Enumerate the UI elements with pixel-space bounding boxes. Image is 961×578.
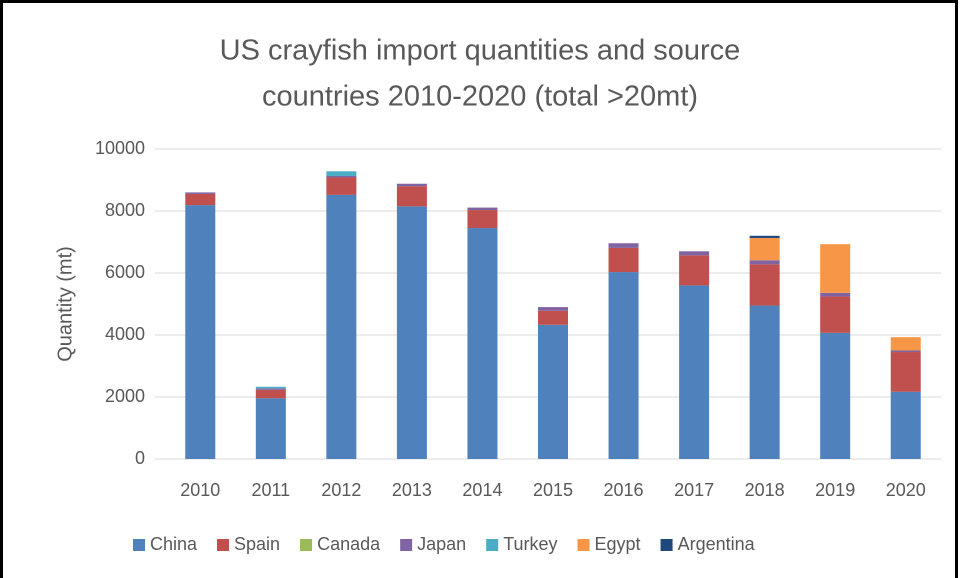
x-tick-label: 2010 — [180, 480, 220, 500]
y-tick-label: 8000 — [105, 200, 145, 220]
bar-segment — [749, 264, 780, 306]
bar-segment — [749, 260, 780, 265]
bar-segment — [820, 244, 851, 293]
legend-label: Spain — [234, 534, 280, 554]
bar-segment — [749, 305, 780, 459]
y-tick-label: 2000 — [105, 386, 145, 406]
legend-swatch — [577, 539, 590, 551]
bar-segment — [538, 324, 568, 459]
x-tick-label: 2015 — [533, 480, 573, 500]
chart-title: US crayfish import quantities and source — [220, 35, 741, 67]
bar-segment — [608, 243, 639, 248]
bar-segment — [185, 192, 216, 194]
legend-label: Turkey — [503, 534, 557, 554]
bar-segment — [820, 332, 851, 459]
x-tick-label: 2011 — [251, 480, 290, 500]
legend-label: Argentina — [678, 534, 756, 554]
y-tick-label: 0 — [135, 448, 145, 468]
x-tick-label: 2014 — [462, 480, 502, 500]
legend-swatch — [660, 539, 673, 551]
bar-segment — [890, 352, 921, 392]
bar-segment — [890, 337, 921, 351]
bar-segment — [326, 194, 357, 459]
bar-segment — [538, 307, 568, 311]
bar-segment — [185, 193, 216, 206]
y-tick-label: 4000 — [105, 324, 145, 344]
legend-swatch — [217, 539, 230, 551]
legend-label: Japan — [417, 534, 466, 554]
bar-segment — [326, 175, 357, 178]
bar-segment — [255, 386, 286, 389]
bar-segment — [890, 350, 921, 353]
bar-segment — [255, 398, 286, 459]
bar-segment — [185, 205, 216, 459]
x-tick-label: 2012 — [321, 480, 361, 500]
bar-segment — [396, 183, 427, 187]
legend-label: Egypt — [595, 534, 641, 554]
bar-segment — [326, 177, 357, 195]
x-tick-label: 2017 — [674, 480, 714, 500]
bar-segment — [255, 388, 286, 390]
legend-label: China — [150, 534, 198, 554]
y-tick-label: 6000 — [105, 262, 145, 282]
x-tick-label: 2013 — [392, 480, 432, 500]
legend-swatch — [300, 539, 313, 551]
bar-segment — [538, 310, 568, 325]
bar-segment — [467, 210, 498, 229]
x-tick-label: 2020 — [886, 480, 926, 500]
bar-segment — [255, 389, 286, 399]
bar-segment — [749, 237, 780, 261]
x-tick-label: 2018 — [745, 480, 785, 500]
legend-swatch — [133, 539, 145, 551]
bar-segment — [820, 292, 851, 297]
bar-segment — [326, 171, 357, 176]
bar-segment — [608, 272, 639, 459]
x-tick-label: 2016 — [604, 480, 644, 500]
bar-segment — [679, 255, 710, 286]
bar-segment — [820, 296, 851, 333]
legend-label: Canada — [317, 534, 381, 554]
bar-segment — [679, 251, 710, 256]
x-tick-label: 2019 — [815, 480, 855, 500]
bar-segment — [467, 207, 498, 211]
bar-segment — [679, 285, 710, 459]
bar-segment — [396, 186, 427, 207]
y-tick-label: 10000 — [95, 138, 145, 158]
bar-segment — [396, 206, 427, 459]
bar-segment — [467, 228, 498, 459]
bar-segment — [749, 235, 780, 238]
legend-swatch — [400, 539, 413, 551]
bar-segment — [890, 391, 921, 459]
bar-segment — [608, 247, 639, 273]
y-axis-label: Quantity (mt) — [54, 246, 76, 362]
legend-swatch — [486, 539, 499, 551]
chart-title: countries 2010-2020 (total >20mt) — [262, 81, 698, 113]
